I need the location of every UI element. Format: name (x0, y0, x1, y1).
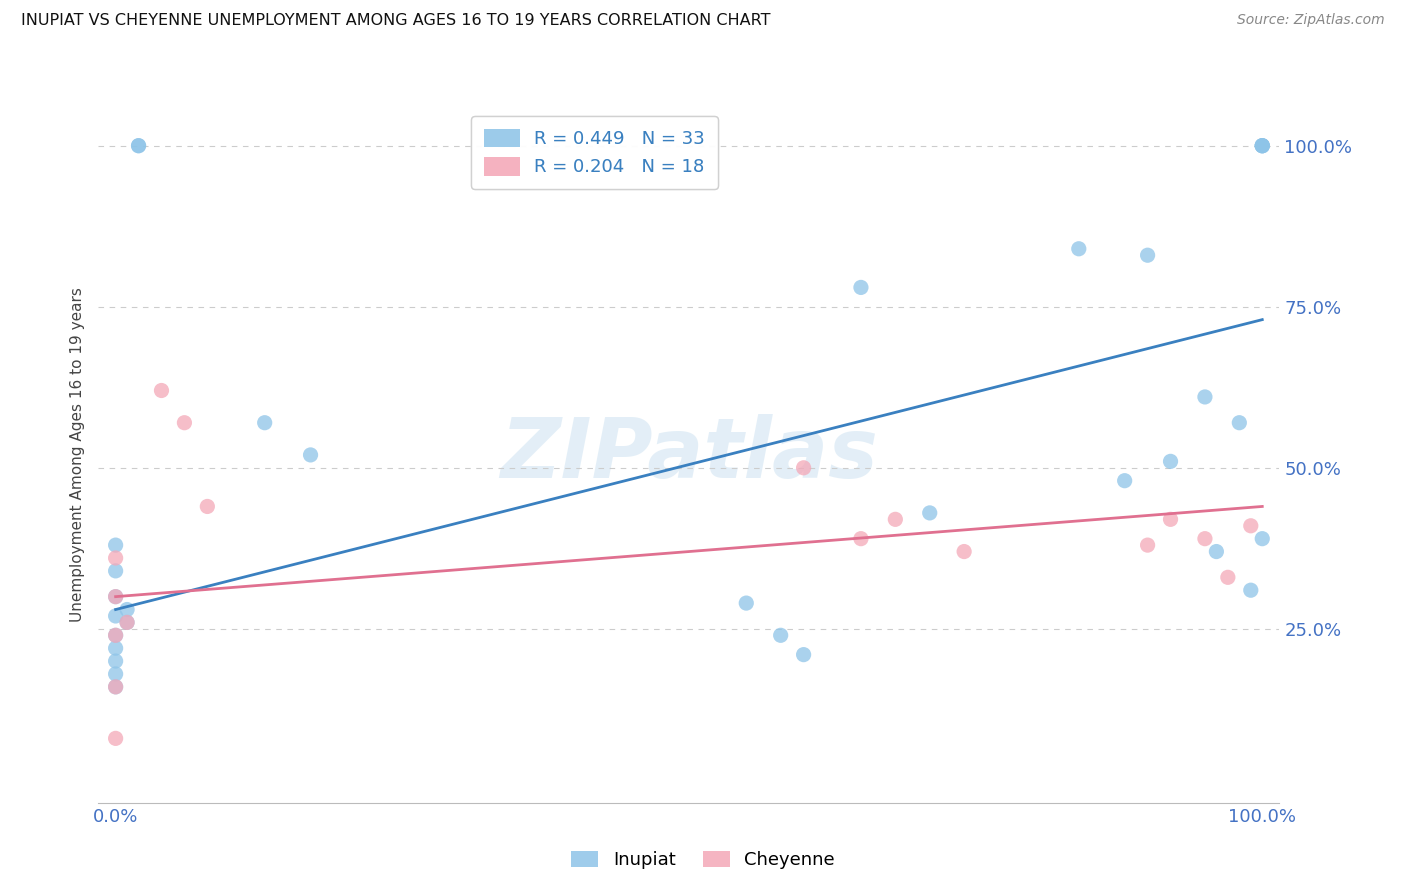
Point (769, 628, 792, 642)
Point (253, 416, 276, 430)
Point (793, 648, 815, 662)
Point (1251, 138, 1274, 153)
Point (104, 641, 127, 656)
Point (1251, 138, 1274, 153)
Text: ZIPatlas: ZIPatlas (501, 415, 877, 495)
Legend: R = 0.449   N = 33, R = 0.204   N = 18: R = 0.449 N = 33, R = 0.204 N = 18 (471, 116, 717, 189)
Point (115, 602, 138, 616)
Y-axis label: Unemployment Among Ages 16 to 19 years: Unemployment Among Ages 16 to 19 years (69, 287, 84, 623)
Point (1160, 512, 1182, 526)
Point (1194, 532, 1216, 546)
Point (1216, 570, 1239, 584)
Point (1240, 518, 1263, 533)
Point (104, 590, 127, 604)
Point (1251, 138, 1274, 153)
Point (1194, 390, 1216, 404)
Point (793, 460, 815, 475)
Point (1136, 248, 1159, 262)
Point (735, 596, 758, 610)
Point (299, 448, 322, 462)
Point (1227, 416, 1250, 430)
Point (115, 615, 138, 630)
Point (1251, 138, 1274, 153)
Point (849, 532, 872, 546)
Point (953, 544, 976, 558)
Legend: Inupiat, Cheyenne: Inupiat, Cheyenne (562, 842, 844, 879)
Point (849, 280, 872, 294)
Point (150, 384, 173, 398)
Point (104, 731, 127, 746)
Point (104, 551, 127, 566)
Point (104, 609, 127, 624)
Point (104, 680, 127, 694)
Text: Source: ZipAtlas.com: Source: ZipAtlas.com (1237, 13, 1385, 28)
Point (104, 564, 127, 578)
Point (1136, 538, 1159, 552)
Point (104, 667, 127, 681)
Point (104, 654, 127, 668)
Point (1067, 242, 1090, 256)
Point (1240, 583, 1263, 598)
Point (104, 628, 127, 642)
Point (104, 538, 127, 552)
Point (1205, 544, 1227, 558)
Point (1160, 454, 1182, 468)
Point (173, 416, 195, 430)
Point (884, 512, 907, 526)
Text: INUPIAT VS CHEYENNE UNEMPLOYMENT AMONG AGES 16 TO 19 YEARS CORRELATION CHART: INUPIAT VS CHEYENNE UNEMPLOYMENT AMONG A… (21, 13, 770, 29)
Point (128, 138, 150, 153)
Point (115, 615, 138, 630)
Point (104, 628, 127, 642)
Point (918, 506, 941, 520)
Point (1251, 532, 1274, 546)
Point (1114, 474, 1136, 488)
Point (195, 500, 218, 514)
Point (104, 590, 127, 604)
Point (128, 138, 150, 153)
Point (104, 680, 127, 694)
